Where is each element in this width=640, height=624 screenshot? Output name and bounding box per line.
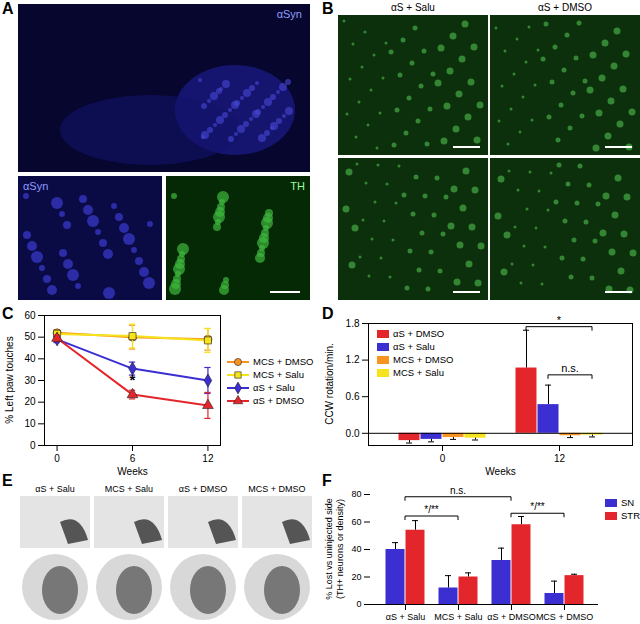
svg-text:αS + Salu: αS + Salu bbox=[391, 2, 435, 13]
html-text:E: E bbox=[2, 472, 13, 489]
svg-text:MCS + Salu: MCS + Salu bbox=[434, 612, 482, 622]
svg-text:Weeks: Weeks bbox=[117, 466, 147, 477]
svg-text:50: 50 bbox=[24, 331, 36, 342]
svg-text:10: 10 bbox=[24, 418, 36, 429]
svg-text:n.s.: n.s. bbox=[450, 485, 466, 496]
svg-text:6: 6 bbox=[130, 453, 136, 464]
svg-text:Weeks: Weeks bbox=[485, 466, 515, 477]
svg-text:40: 40 bbox=[24, 353, 36, 364]
html-text:D: D bbox=[322, 305, 334, 322]
svg-text:αS + DMSO: αS + DMSO bbox=[179, 484, 227, 494]
svg-text:12: 12 bbox=[554, 453, 566, 464]
svg-text:TH: TH bbox=[290, 180, 305, 192]
svg-text:*: * bbox=[557, 314, 562, 326]
svg-text:αSyn: αSyn bbox=[23, 180, 48, 192]
svg-text:1.8: 1.8 bbox=[346, 318, 360, 329]
svg-text:20: 20 bbox=[24, 396, 36, 407]
svg-text:αS + DMSO: αS + DMSO bbox=[538, 2, 592, 13]
svg-text:*/**: */** bbox=[424, 504, 439, 515]
svg-text:30: 30 bbox=[24, 375, 36, 386]
svg-text:12: 12 bbox=[202, 453, 214, 464]
svg-text:*/**: */** bbox=[530, 501, 545, 512]
svg-text:20: 20 bbox=[351, 572, 361, 582]
svg-text:MCS + Salu: MCS + Salu bbox=[105, 484, 153, 494]
svg-text:(TH+ neurons or density): (TH+ neurons or density) bbox=[335, 499, 345, 599]
svg-text:αS + Salu: αS + Salu bbox=[386, 612, 425, 622]
svg-text:n.s.: n.s. bbox=[561, 362, 579, 374]
svg-text:αS + DMSO: αS + DMSO bbox=[487, 612, 535, 622]
svg-text:MCS + DMSO: MCS + DMSO bbox=[248, 484, 305, 494]
svg-text:CCW rotation/min.: CCW rotation/min. bbox=[324, 343, 335, 425]
html-text:αS + DMSO: αS + DMSO bbox=[393, 328, 445, 339]
svg-text:60: 60 bbox=[351, 517, 361, 527]
html-text:MCS + Salu: MCS + Salu bbox=[253, 369, 304, 380]
html-text:B: B bbox=[322, 0, 334, 17]
svg-text:MCS + DMSO: MCS + DMSO bbox=[536, 612, 593, 622]
svg-text:αS + Salu: αS + Salu bbox=[35, 484, 74, 494]
html-text:αS + DMSO: αS + DMSO bbox=[253, 395, 305, 406]
svg-text:0: 0 bbox=[30, 440, 36, 451]
svg-text:1.2: 1.2 bbox=[346, 354, 360, 365]
html-text:αS + Salu: αS + Salu bbox=[253, 382, 295, 393]
svg-text:0: 0 bbox=[356, 599, 361, 609]
svg-text:60: 60 bbox=[24, 310, 36, 321]
svg-text:80: 80 bbox=[351, 489, 361, 499]
html-text:αS + Salu: αS + Salu bbox=[393, 341, 435, 352]
html-text:SN: SN bbox=[621, 497, 635, 508]
svg-text:0.0: 0.0 bbox=[346, 428, 360, 439]
svg-text:0: 0 bbox=[440, 453, 446, 464]
html-text:F: F bbox=[322, 472, 332, 489]
html-text:MCS + Salu: MCS + Salu bbox=[393, 367, 444, 378]
svg-text:*: * bbox=[130, 371, 136, 388]
svg-text:% Left paw touches: % Left paw touches bbox=[4, 336, 15, 423]
svg-text:αSyn: αSyn bbox=[277, 8, 302, 20]
html-text:MCS + DMSO: MCS + DMSO bbox=[253, 356, 314, 367]
html-text:MCS + DMSO: MCS + DMSO bbox=[393, 354, 454, 365]
svg-text:40: 40 bbox=[351, 544, 361, 554]
svg-text:0.6: 0.6 bbox=[346, 391, 360, 402]
html-text:STR: STR bbox=[621, 510, 640, 521]
html-text:C: C bbox=[2, 305, 14, 322]
svg-text:% Lost vs uninjected side: % Lost vs uninjected side bbox=[324, 498, 334, 600]
html-text:A: A bbox=[2, 0, 14, 17]
svg-text:0: 0 bbox=[54, 453, 60, 464]
